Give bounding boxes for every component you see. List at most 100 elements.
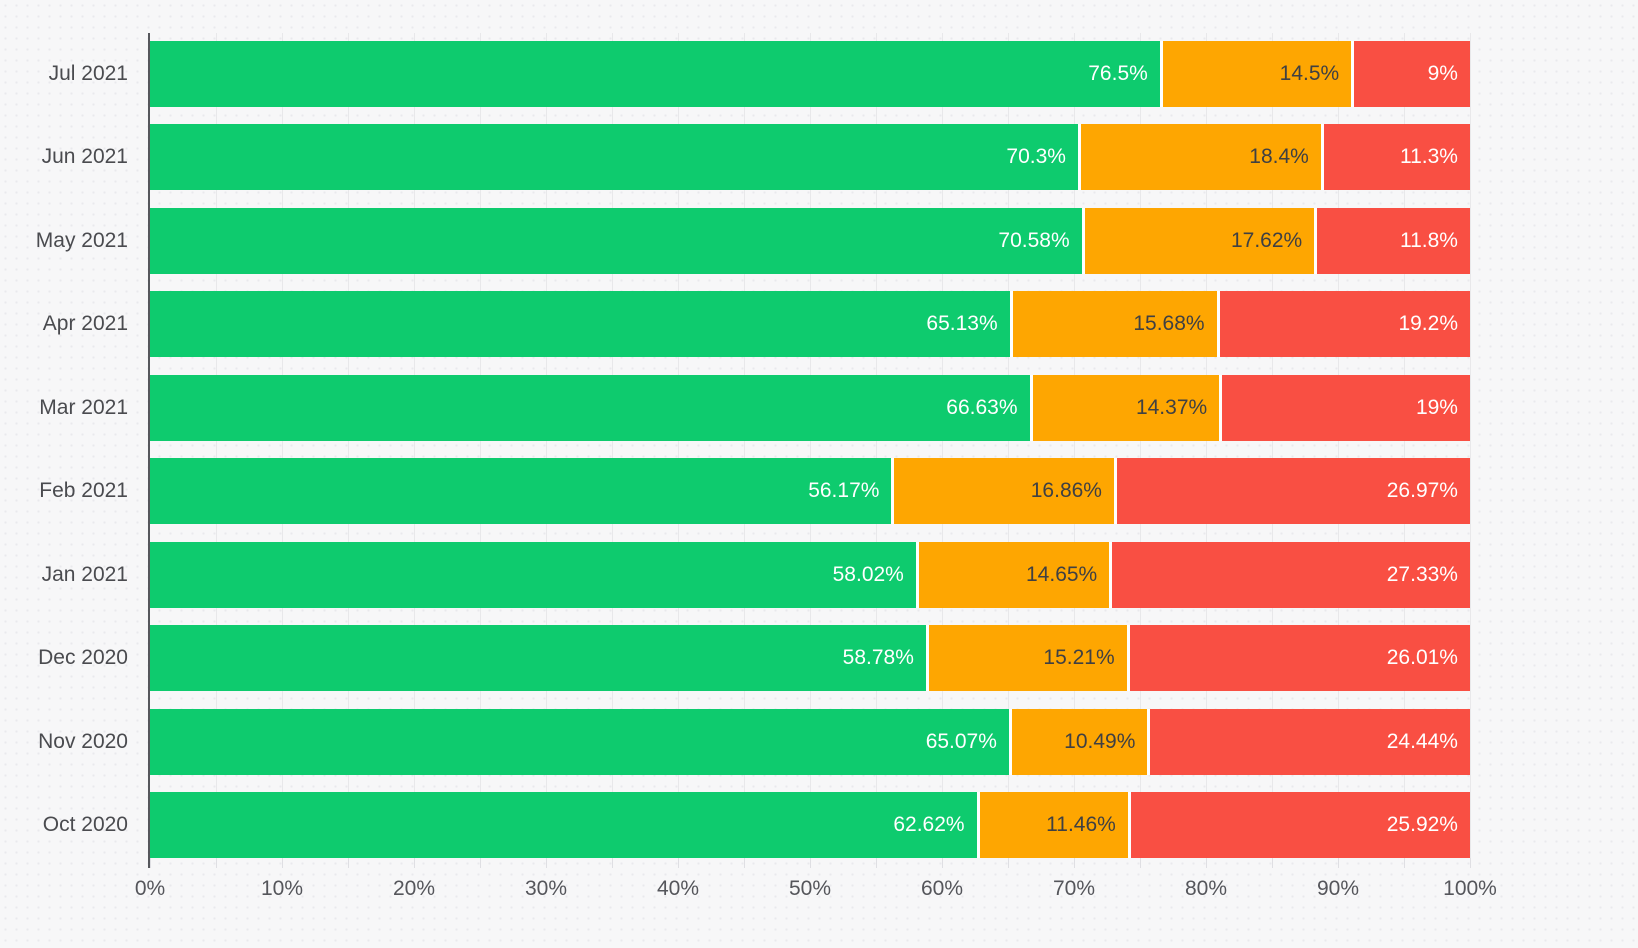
- bar-segment-green[interactable]: 58.78%: [150, 625, 926, 692]
- segment-value-label: 58.02%: [832, 562, 904, 586]
- segment-value-label: 11.8%: [1399, 228, 1458, 252]
- axis-tick: [216, 858, 217, 868]
- bar-segment-orange[interactable]: 16.86%: [891, 458, 1114, 525]
- bar-segment-orange[interactable]: 14.65%: [915, 541, 1110, 608]
- axis-tick: [414, 858, 415, 868]
- segment-value-label: 65.13%: [926, 312, 998, 336]
- gridline: [678, 33, 679, 858]
- segment-value-label: 15.68%: [1133, 312, 1205, 336]
- gridline: [414, 33, 415, 858]
- x-axis-label: 0%: [134, 877, 166, 900]
- bar-segment-orange[interactable]: 18.4%: [1077, 124, 1321, 191]
- stacked-bar: 76.5% 14.5% 9%: [150, 41, 1470, 107]
- gridline: [876, 33, 877, 858]
- plot-area: Jul 2021 76.5% 14.5% 9% Jun 2021 70.3% 18.4% 11…: [36, 33, 1497, 900]
- bar-segment-red[interactable]: 11.8%: [1314, 207, 1470, 274]
- segment-value-label: 70.58%: [998, 228, 1070, 252]
- bar-row: Apr 2021 65.13% 15.68% 19.2%: [43, 291, 1470, 358]
- segment-value-label: 14.65%: [1026, 562, 1098, 586]
- gridline: [810, 33, 811, 858]
- bar-segment-green[interactable]: 65.13%: [150, 291, 1010, 358]
- segment-value-label: 26.97%: [1386, 479, 1458, 503]
- stacked-bar: 65.13% 15.68% 19.2%: [150, 291, 1470, 358]
- bar-segment-orange[interactable]: 15.68%: [1009, 291, 1217, 358]
- stacked-bar: 66.63% 14.37% 19%: [150, 374, 1470, 441]
- segment-value-label: 11.46%: [1046, 812, 1116, 836]
- bar-segment-red[interactable]: 9%: [1351, 41, 1470, 107]
- segment-value-label: 58.78%: [842, 646, 914, 670]
- axis-tick: [1404, 858, 1405, 868]
- axis-tick: [744, 858, 745, 868]
- x-axis-label: 10%: [260, 877, 304, 900]
- bar-segment-orange[interactable]: 11.46%: [976, 791, 1128, 858]
- y-axis-label: Dec 2020: [38, 646, 128, 670]
- bar-segment-red[interactable]: 11.3%: [1320, 124, 1470, 191]
- bar-segment-orange[interactable]: 17.62%: [1081, 207, 1315, 274]
- gridline: [1272, 33, 1273, 858]
- axis-tick: [876, 858, 877, 868]
- y-axis-label: Oct 2020: [42, 812, 128, 836]
- bar-segment-red[interactable]: 27.33%: [1109, 541, 1470, 608]
- bar-row: Jul 2021 76.5% 14.5% 9%: [49, 41, 1470, 107]
- axis-tick: [810, 858, 811, 868]
- stacked-bar: 65.07% 10.49% 24.44%: [150, 708, 1470, 775]
- bar-segment-orange[interactable]: 10.49%: [1008, 708, 1148, 775]
- segment-value-label: 62.62%: [893, 812, 965, 836]
- axis-tick: [348, 858, 349, 868]
- gridline: [744, 33, 745, 858]
- stacked-bar: 70.3% 18.4% 11.3%: [150, 124, 1470, 191]
- gridline: [216, 33, 217, 858]
- segment-value-label: 26.01%: [1386, 646, 1458, 670]
- bar-segment-green[interactable]: 56.17%: [150, 458, 892, 525]
- axis-tick: [1206, 858, 1207, 868]
- y-axis-label: Feb 2021: [39, 479, 128, 503]
- gridline: [348, 33, 349, 858]
- bar-segment-green[interactable]: 70.3%: [150, 124, 1078, 191]
- bar-segment-orange[interactable]: 14.37%: [1029, 374, 1220, 441]
- bar-segment-red[interactable]: 19.2%: [1216, 291, 1470, 358]
- bar-segment-red[interactable]: 24.44%: [1147, 708, 1470, 775]
- axis-tick: [678, 858, 679, 868]
- stacked-bar: 56.17% 16.86% 26.97%: [150, 458, 1470, 525]
- segment-value-label: 15.21%: [1043, 646, 1115, 670]
- gridline: [480, 33, 481, 858]
- axis-tick: [282, 858, 283, 868]
- x-axis-label: 30%: [524, 877, 568, 900]
- bar-segment-green[interactable]: 65.07%: [150, 708, 1009, 775]
- gridline: [546, 33, 547, 858]
- gridline: [1338, 33, 1339, 858]
- segment-value-label: 17.62%: [1230, 228, 1303, 252]
- gridline: [1206, 33, 1207, 858]
- rows: Jul 2021 76.5% 14.5% 9% Jun 2021 70.3% 18.4% 11…: [36, 41, 1470, 858]
- x-axis-label: 90%: [1316, 877, 1360, 900]
- y-axis-label: Jun 2021: [41, 145, 128, 169]
- bar-segment-green[interactable]: 62.62%: [150, 791, 977, 858]
- bar-segment-red[interactable]: 26.01%: [1126, 625, 1470, 692]
- bar-segment-orange[interactable]: 15.21%: [925, 625, 1127, 692]
- segment-value-label: 24.44%: [1386, 729, 1458, 753]
- gridline: [282, 33, 283, 858]
- bar-segment-green[interactable]: 70.58%: [150, 207, 1082, 274]
- segment-value-label: 27.33%: [1386, 562, 1458, 586]
- axis-tick: [1074, 858, 1075, 868]
- bar-segment-red[interactable]: 26.97%: [1113, 458, 1470, 525]
- bar-segment-green[interactable]: 66.63%: [150, 374, 1030, 441]
- axis-tick: [1338, 858, 1339, 868]
- bar-segment-green[interactable]: 58.02%: [150, 541, 916, 608]
- bar-segment-orange[interactable]: 14.5%: [1159, 41, 1352, 107]
- y-axis-label: Mar 2021: [39, 395, 128, 419]
- bar-segment-green[interactable]: 76.5%: [150, 41, 1160, 107]
- bar-segment-red[interactable]: 25.92%: [1127, 791, 1470, 858]
- y-axis-label: May 2021: [35, 228, 128, 252]
- y-axis-label: Jan 2021: [41, 562, 128, 586]
- y-axis-line: [148, 33, 150, 868]
- x-axis-label: 100%: [1443, 877, 1497, 900]
- axis-tick: [546, 858, 547, 868]
- bar-segment-red[interactable]: 19%: [1219, 374, 1470, 441]
- x-axis-label: 50%: [788, 877, 832, 900]
- stacked-bar: 62.62% 11.46% 25.92%: [150, 791, 1470, 858]
- bar-row: Jan 2021 58.02% 14.65% 27.33%: [42, 541, 1470, 608]
- axis-tick: [1008, 858, 1009, 868]
- stacked-bar: 58.02% 14.65% 27.33%: [150, 541, 1470, 608]
